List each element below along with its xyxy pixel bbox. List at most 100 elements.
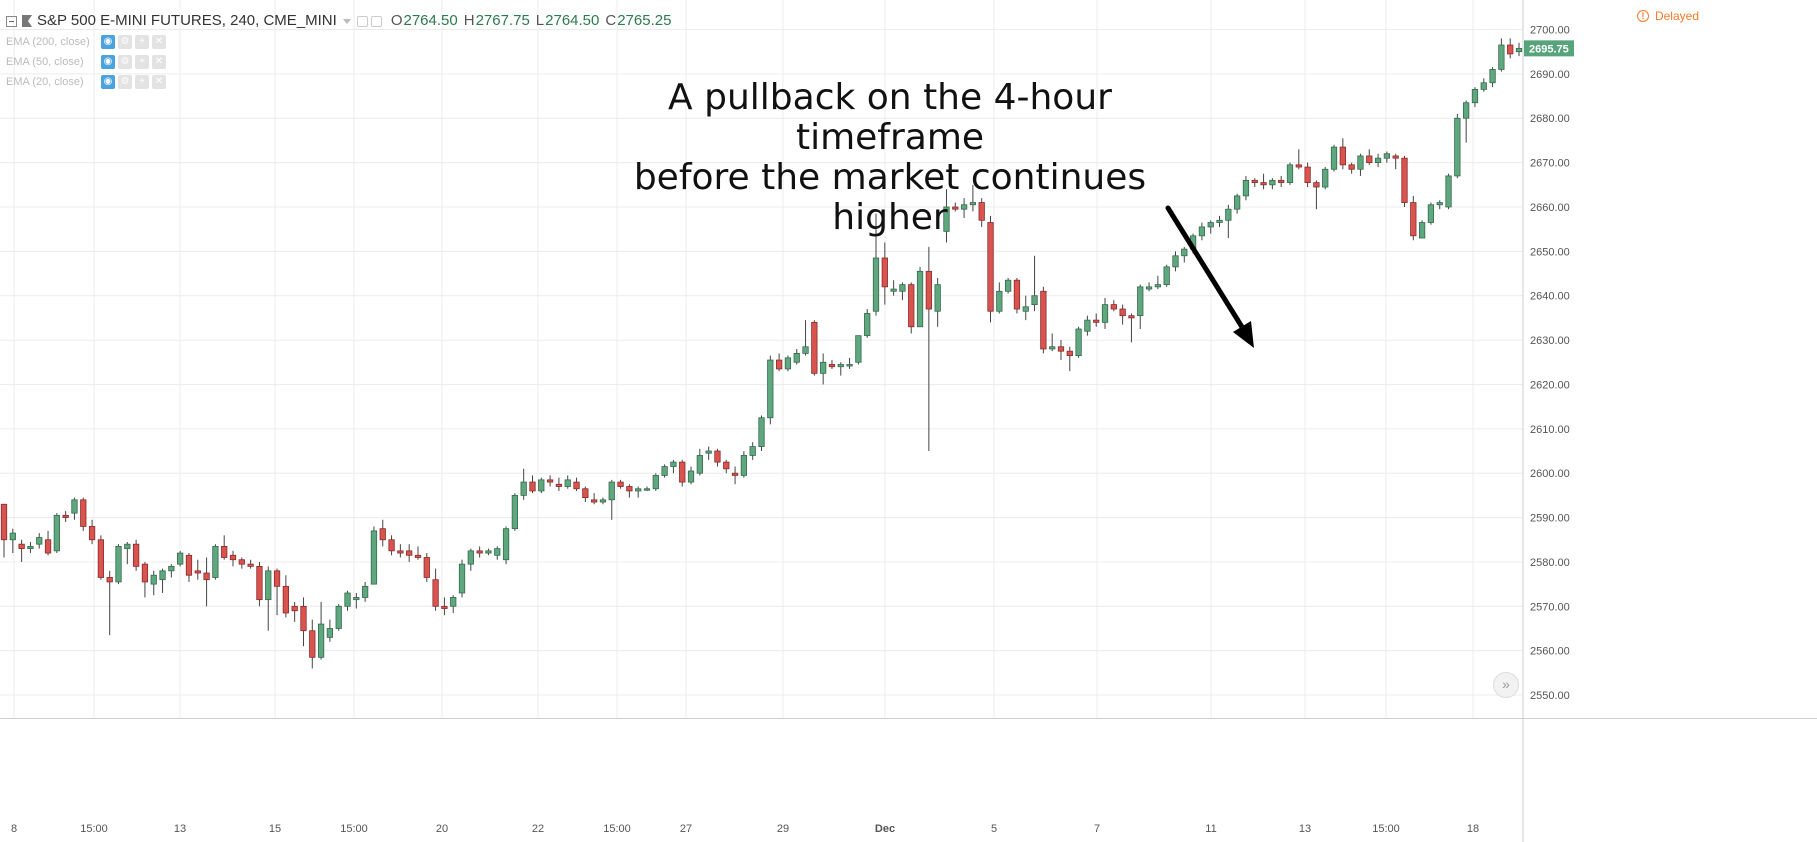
delayed-status[interactable]: ! Delayed [1636,9,1699,23]
indicator-ema-20[interactable]: EMA (20, close) ◉ ⚙ + ✕ [6,72,671,92]
candle-body [168,565,175,572]
candle [670,459,677,474]
candle-body [635,488,642,492]
candle [864,309,871,338]
candle-body [309,630,316,658]
symbol-title[interactable]: S&P 500 E-MINI FUTURES, 240, CME_MINI [37,12,337,29]
candle-body [1507,44,1514,55]
candle [635,486,642,498]
candle-body [775,359,783,370]
indicator-label[interactable]: EMA (50, close) [6,56,84,68]
candle-body [1436,202,1443,206]
candle [185,553,193,582]
close-icon[interactable]: ✕ [152,35,166,49]
candle [97,535,105,580]
settings-icon[interactable]: ⚙ [118,55,132,69]
candle-body [1286,164,1294,183]
candle-body [1489,69,1496,84]
add-icon[interactable]: + [135,55,149,69]
candle [599,497,607,505]
candle-body [811,321,818,374]
indicator-label[interactable]: EMA (20, close) [6,76,84,88]
eye-icon[interactable]: ◉ [101,35,115,49]
indicator-label[interactable]: EMA (200, close) [6,36,90,48]
candle-body [282,585,289,614]
candle-body [265,570,272,601]
indicator-ema-50[interactable]: EMA (50, close) ◉ ⚙ + ✕ [6,52,671,72]
candle [1216,215,1223,227]
collapse-legend-icon[interactable] [6,15,17,27]
candle-body [767,359,774,419]
candle [775,353,783,372]
candle-body [908,284,915,328]
price-tick-label: 2690.00 [1530,69,1570,81]
price-tick-label: 2590.00 [1530,513,1570,525]
price-tick-label: 2650.00 [1530,246,1570,258]
chevron-down-icon[interactable] [342,18,351,24]
price-tick-label: 2680.00 [1530,113,1570,125]
candle-body [1374,157,1382,164]
candle [124,541,131,565]
price-tick-label: 2640.00 [1530,291,1570,303]
candle [652,473,659,491]
candle-body [36,537,43,545]
annotation-arrow-shaft [1165,205,1250,338]
candle-body [221,546,228,558]
candle [846,357,853,369]
candle-body [1163,266,1170,286]
candle [1207,220,1214,234]
time-tick-label: 15 [269,823,281,835]
candle [1066,346,1073,372]
candle-body [511,494,519,530]
candle-body [1383,153,1391,159]
candle [458,559,466,598]
eye-icon[interactable]: ◉ [101,55,115,69]
add-icon[interactable]: + [135,35,149,49]
candle [1225,204,1232,239]
candle [1163,264,1170,287]
candle-body [1049,346,1056,350]
settings-icon[interactable] [356,15,368,27]
chart-annotation: A pullback on the 4-hour timeframe befor… [600,78,1180,238]
eye-icon[interactable]: ◉ [101,75,115,89]
close-icon[interactable] [370,15,382,27]
add-icon[interactable]: + [135,75,149,89]
candle [1031,255,1038,312]
candle [978,198,985,227]
settings-icon[interactable]: ⚙ [118,35,132,49]
candle-body [432,579,439,607]
open-label: O [390,12,403,29]
close-icon[interactable]: ✕ [152,55,166,69]
close-icon[interactable]: ✕ [152,75,166,89]
candle [679,459,686,487]
candle [194,559,201,580]
candle-body [925,270,932,310]
candle-body [1075,328,1082,357]
candle-body [1084,319,1091,332]
candle-body [617,481,624,487]
candle-body [335,605,342,629]
candle-body [53,514,60,552]
candle [476,546,483,558]
flag-icon[interactable] [22,15,32,27]
time-tick-label: 8 [11,823,17,835]
indicator-ema-200[interactable]: EMA (200, close) ◉ ⚙ + ✕ [6,32,671,52]
candle-body [291,605,298,612]
candle-body [1172,255,1179,268]
candle-body [1330,146,1338,170]
annotation-arrow-head [1233,321,1254,348]
scroll-to-realtime-button[interactable]: » [1493,672,1519,698]
candle [212,544,219,580]
candle-body [414,554,422,558]
candle [608,479,615,520]
candle-body [150,574,157,585]
candle-body [520,481,527,496]
candle [511,493,519,531]
price-axis: 2550.00 2560.00 2570.00 2580.00 2590.00 2600.… [1522,0,1574,842]
settings-icon[interactable]: ⚙ [118,75,132,89]
candle [36,533,43,549]
candle-body [1366,155,1373,164]
candle [1278,175,1285,188]
